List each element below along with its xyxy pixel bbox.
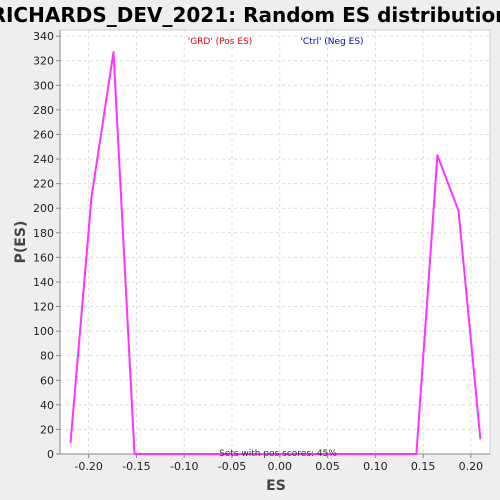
y-tick-label: 340 (33, 30, 54, 43)
y-tick-label: 80 (40, 350, 54, 363)
y-tick-label: 120 (33, 301, 54, 314)
x-tick-label: -0.10 (170, 460, 198, 473)
y-tick-label: 240 (33, 153, 54, 166)
y-tick-label: 200 (33, 202, 54, 215)
x-tick-label: -0.20 (74, 460, 102, 473)
x-tick-label: 0.00 (268, 460, 293, 473)
y-tick-label: 220 (33, 178, 54, 191)
x-tick-label: -0.15 (122, 460, 150, 473)
axes: 0 20 40 60 80 100 120 140 160 180 200 220 240 260 280 3… (33, 30, 490, 473)
x-tick-label: 0.10 (363, 460, 388, 473)
x-tick-label: -0.05 (218, 460, 246, 473)
y-tick-label: 60 (40, 374, 54, 387)
y-tick-label: 160 (33, 251, 54, 264)
legend: 'GRD' (Pos ES) 'Ctrl' (Neg ES) (188, 37, 364, 47)
chart-title: RICHARDS_DEV_2021: Random ES distributio… (0, 3, 500, 27)
y-tick-label: 180 (33, 227, 54, 240)
legend-entry: 'GRD' (Pos ES) (188, 37, 253, 47)
y-axis-label: P(ES) (13, 221, 29, 264)
y-tick-label: 140 (33, 276, 54, 289)
y-tick-label: 100 (33, 325, 54, 338)
x-tick-label: 0.15 (411, 460, 436, 473)
y-tick-label: 280 (33, 104, 54, 117)
series-line (69, 51, 482, 455)
y-tick-label: 20 (40, 423, 54, 436)
plot-area (59, 29, 491, 455)
y-tick-label: 260 (33, 128, 54, 141)
y-tick-label: 40 (40, 399, 54, 412)
y-tick-label: 300 (33, 79, 54, 92)
legend-entry: 'Ctrl' (Neg ES) (300, 37, 363, 47)
pos-scores-annotation: Sets with pos scores: 45% (219, 449, 337, 459)
y-tick-label: 0 (47, 448, 54, 461)
x-tick-label: 0.20 (459, 460, 484, 473)
x-tick-label: 0.05 (315, 460, 340, 473)
y-tick-label: 320 (33, 55, 54, 68)
x-axis-label: ES (266, 478, 286, 494)
series (69, 51, 482, 455)
